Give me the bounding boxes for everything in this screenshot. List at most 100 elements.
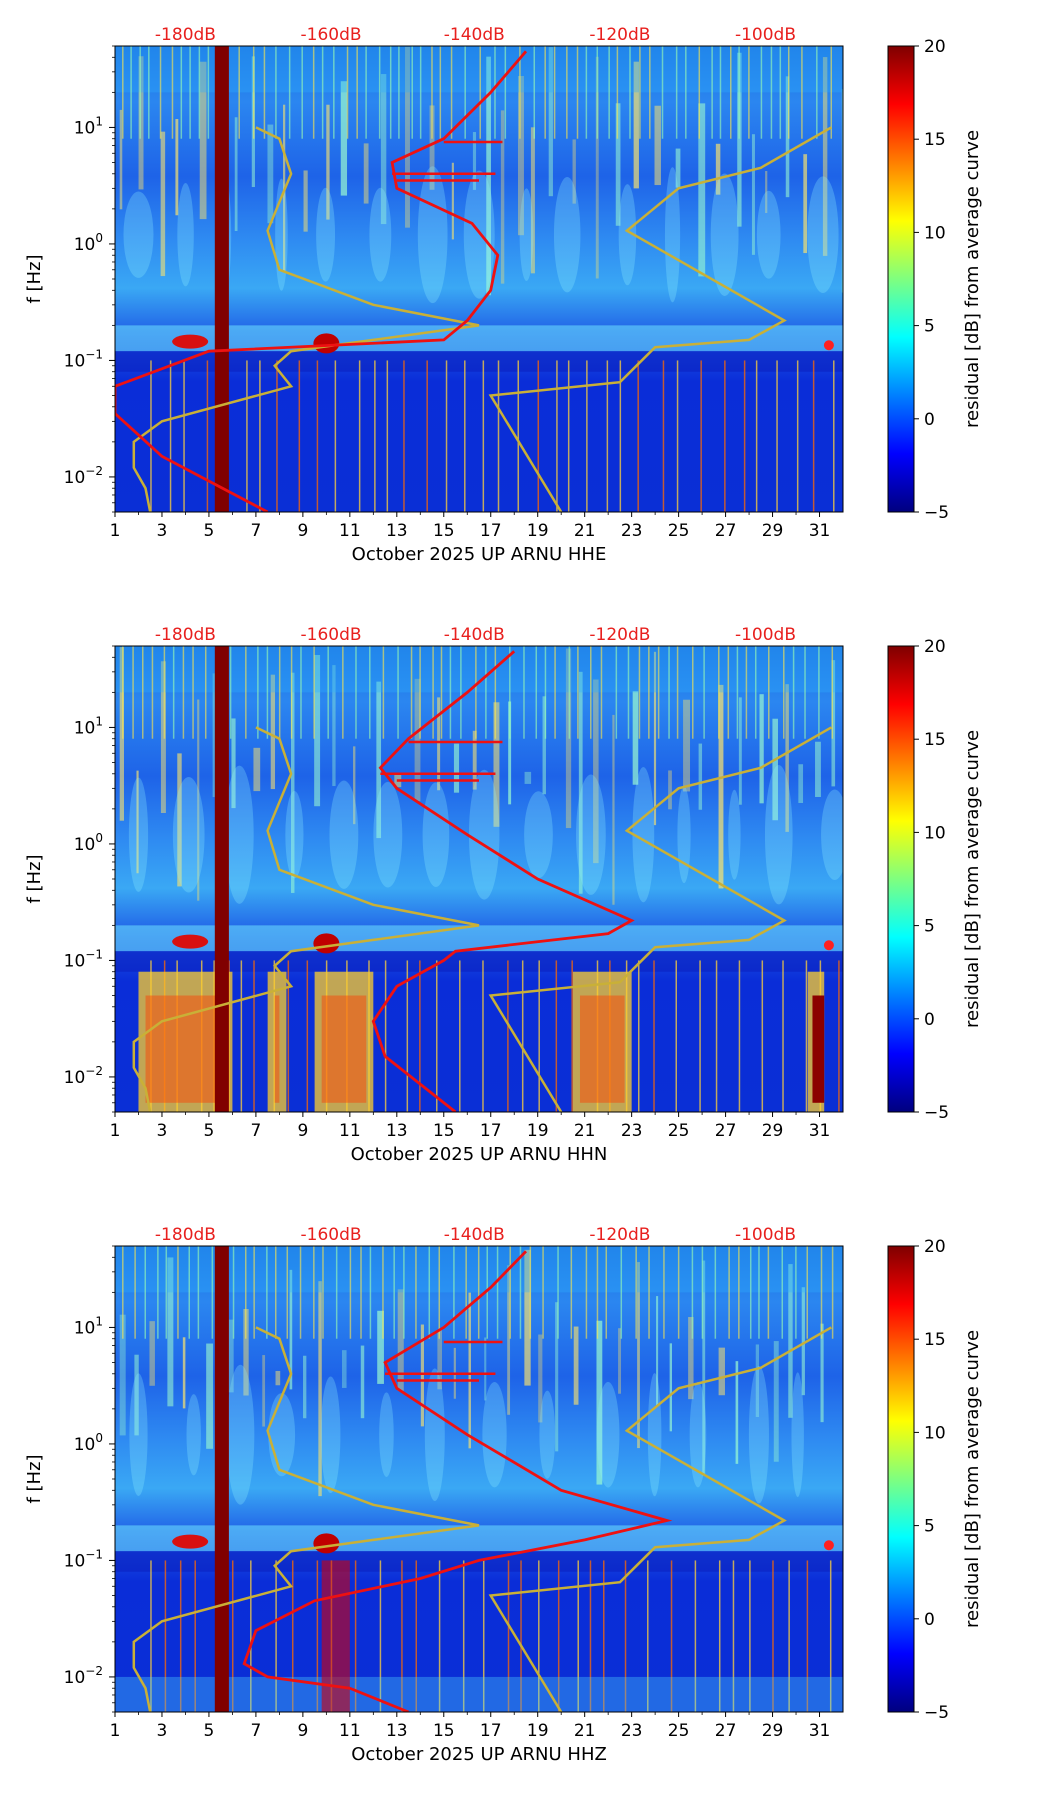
- spike: [259, 360, 261, 512]
- y-tick-label: 10−1: [64, 347, 103, 371]
- spectrogram-hhn: [115, 646, 843, 1112]
- db-scale-label: -160dB: [301, 25, 362, 45]
- hf-streak: [382, 646, 385, 739]
- streak: [228, 1319, 234, 1393]
- hf-streak: [728, 1246, 730, 1339]
- hf-streak: [730, 46, 732, 139]
- spike: [662, 360, 665, 512]
- spike: [354, 1560, 357, 1712]
- hf-streak: [519, 1246, 522, 1339]
- hf-streak: [428, 1246, 431, 1339]
- x-tick-label: 15: [433, 1721, 455, 1741]
- hf-streak: [711, 46, 713, 139]
- energy-blob: [177, 183, 194, 287]
- hf-streak: [177, 1246, 179, 1339]
- x-tick-label: 1: [110, 1121, 121, 1141]
- energy-blob: [553, 177, 581, 293]
- x-tick-label: 3: [157, 1121, 168, 1141]
- spike: [805, 960, 808, 1112]
- spike: [358, 360, 361, 512]
- hf-streak: [322, 1246, 324, 1339]
- spike: [406, 960, 409, 1112]
- hf-streak: [792, 646, 795, 739]
- hotspot: [823, 1540, 834, 1551]
- db-scale-label: -120dB: [589, 1225, 650, 1245]
- streak: [759, 694, 764, 804]
- streak: [615, 103, 621, 226]
- energy-blob: [285, 790, 304, 879]
- lf-noise-core: [145, 995, 226, 1103]
- lf-band: [115, 1676, 843, 1712]
- hotspot: [823, 340, 834, 351]
- hf-streak: [301, 46, 303, 139]
- streak: [303, 1355, 307, 1419]
- streak: [160, 131, 166, 277]
- streak: [291, 672, 295, 893]
- streak: [656, 1296, 659, 1407]
- energy-blob: [524, 791, 553, 879]
- energy-blob: [632, 767, 655, 903]
- hf-streak: [676, 646, 679, 739]
- x-tick-label: 13: [386, 1721, 408, 1741]
- energy-blob: [664, 167, 681, 303]
- colorbar-tick-label: 0: [924, 1010, 935, 1030]
- colorbar-tick-label: 5: [924, 1517, 935, 1537]
- x-tick-label: 31: [809, 521, 831, 541]
- streak: [175, 119, 179, 216]
- spike: [833, 360, 835, 512]
- hf-streak: [677, 1246, 680, 1339]
- spike: [291, 1560, 294, 1712]
- spike: [386, 360, 389, 512]
- x-tick-label: 5: [204, 1721, 215, 1741]
- hf-streak: [360, 1246, 362, 1339]
- streak: [718, 1347, 725, 1396]
- streak: [508, 701, 512, 805]
- spike: [589, 1560, 592, 1712]
- hf-streak: [804, 646, 806, 739]
- hf-streak: [335, 1246, 338, 1339]
- x-axis-label: October 2025 UP ARNU HHZ: [351, 1744, 607, 1765]
- spike: [694, 1560, 697, 1712]
- energy-blob: [329, 780, 359, 889]
- lf-event: [321, 1560, 350, 1712]
- x-tick-label: 25: [668, 521, 690, 541]
- hf-streak: [122, 646, 124, 739]
- energy-blob: [268, 1393, 296, 1477]
- spike: [374, 360, 376, 512]
- x-tick-label: 9: [297, 1721, 308, 1741]
- hf-streak: [596, 1246, 599, 1339]
- hf-streak: [171, 46, 174, 139]
- spike: [838, 960, 840, 1112]
- spike: [403, 360, 405, 512]
- y-tick-label: 101: [74, 114, 103, 138]
- streak: [735, 1361, 739, 1464]
- hf-streak: [349, 1246, 352, 1339]
- streak: [270, 674, 276, 790]
- streak: [715, 143, 721, 195]
- streak: [507, 1265, 511, 1415]
- streak: [119, 109, 123, 210]
- lf-noise-block: [267, 971, 287, 1112]
- streak: [772, 718, 778, 821]
- hf-streak: [477, 1246, 480, 1339]
- x-tick-label: 17: [480, 1121, 502, 1141]
- outage-column: [214, 46, 229, 512]
- streak: [493, 702, 500, 827]
- streak: [683, 699, 691, 792]
- hf-streak: [415, 1246, 417, 1339]
- hf-streak: [616, 46, 619, 139]
- spectrogram-background: [115, 46, 843, 512]
- streak: [326, 104, 330, 220]
- spike: [459, 960, 461, 1112]
- hf-streak: [663, 1246, 665, 1339]
- x-tick-label: 1: [110, 1721, 121, 1741]
- db-scale-label: -160dB: [301, 1225, 362, 1245]
- hf-streak: [453, 1246, 455, 1339]
- energy-blob: [128, 777, 149, 892]
- energy-blob: [519, 188, 534, 282]
- hf-streak: [389, 46, 392, 139]
- streak: [653, 651, 657, 826]
- x-tick-label: 27: [715, 1121, 737, 1141]
- streak: [437, 1329, 443, 1390]
- x-tick-label: 13: [386, 1121, 408, 1141]
